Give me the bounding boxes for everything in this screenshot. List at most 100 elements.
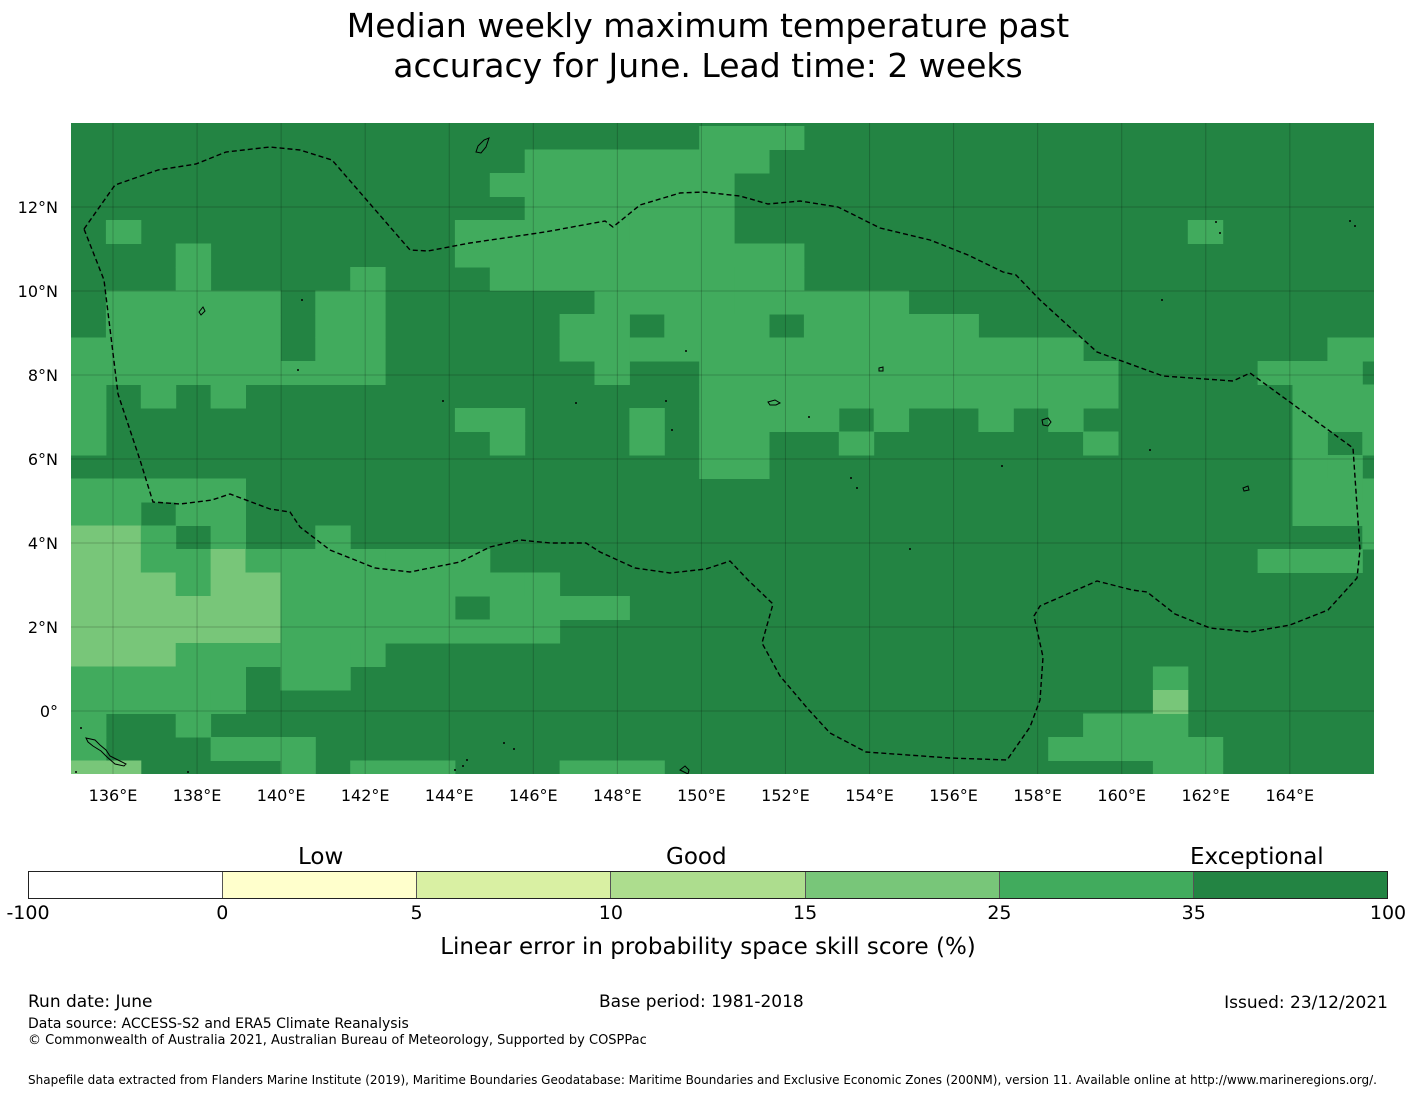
skill-cell <box>280 596 456 620</box>
shapefile-credit: Shapefile data extracted from Flanders M… <box>28 1073 1377 1087</box>
skill-cell <box>559 337 630 362</box>
latitude-label: 4°N <box>28 534 58 553</box>
skill-cell <box>71 361 281 385</box>
skill-cell <box>524 149 595 174</box>
skill-cell <box>71 737 107 761</box>
skill-map: 12°N 10°N 8°N 6°N 4°N 2°N 0° 136°E 138°E 140°E 14… <box>18 123 1374 805</box>
skill-cell <box>210 737 316 761</box>
latitude-label: 12°N <box>18 198 58 217</box>
skill-cell <box>175 267 212 291</box>
longitude-label: 140°E <box>257 786 306 805</box>
skill-grid-cells <box>71 126 1374 774</box>
longitude-label: 144°E <box>425 786 474 805</box>
skill-cell <box>489 596 630 620</box>
skill-cell <box>1048 408 1084 432</box>
title-line-2: accuracy for June. Lead time: 2 weeks <box>393 46 1023 85</box>
skill-cell <box>175 713 212 738</box>
skill-cell <box>71 690 212 714</box>
skill-cell <box>1083 713 1189 738</box>
skill-cell <box>1292 431 1328 456</box>
legend-tick-label: -100 <box>6 902 50 924</box>
skill-cell <box>385 549 491 573</box>
skill-cell <box>71 502 142 526</box>
issued-date: Issued: 23/12/2021 <box>1224 993 1388 1013</box>
skill-cell <box>1362 478 1374 503</box>
legend-color-segment <box>1193 872 1387 898</box>
legend-category-good: Good <box>666 844 727 870</box>
skill-cell <box>175 502 246 526</box>
skill-cell <box>350 760 456 774</box>
longitude-label: 146°E <box>509 786 558 805</box>
latitude-labels: 12°N 10°N 8°N 6°N 4°N 2°N 0° <box>18 198 58 721</box>
latitude-label: 8°N <box>28 366 58 385</box>
skill-cell <box>315 290 386 315</box>
legend-color-segment <box>805 872 1000 898</box>
skill-cell <box>1152 666 1189 691</box>
latitude-label: 10°N <box>18 282 58 301</box>
skill-cell <box>594 290 735 315</box>
skill-cell <box>315 525 351 550</box>
eez-boundary <box>83 146 1361 761</box>
skill-cell <box>873 408 910 432</box>
skill-cell <box>105 314 281 338</box>
skill-cell <box>699 243 805 268</box>
skill-cell <box>454 408 526 432</box>
skill-cell <box>210 690 246 714</box>
skill-cell <box>629 337 700 362</box>
island-pohnpei <box>767 399 782 406</box>
skill-cell <box>1257 549 1363 573</box>
skill-cell <box>175 243 212 268</box>
latitude-label: 6°N <box>28 450 58 469</box>
skill-cell <box>280 572 526 597</box>
skill-cell <box>1083 431 1119 456</box>
base-period: Base period: 1981-2018 <box>599 992 804 1012</box>
skill-cell <box>71 596 281 620</box>
longitude-label: 160°E <box>1097 786 1146 805</box>
skill-cell <box>140 525 177 550</box>
skill-cell <box>71 478 246 503</box>
skill-cell <box>629 408 665 432</box>
skill-cell <box>280 361 386 385</box>
copyright: © Commonwealth of Australia 2021, Austra… <box>28 1033 647 1048</box>
latitude-label: 0° <box>40 702 58 721</box>
skill-cell <box>280 666 351 691</box>
legend-tick-label: 15 <box>793 902 818 924</box>
skill-cell <box>1292 478 1363 503</box>
island-atoll-1 <box>1242 485 1250 492</box>
longitude-label: 138°E <box>173 786 222 805</box>
skill-cell <box>105 220 142 244</box>
skill-cell <box>350 643 386 667</box>
legend-color-segment <box>223 872 418 898</box>
legend-category-low: Low <box>298 844 344 870</box>
small-islets <box>75 220 1356 773</box>
legend-tick-label: 100 <box>1369 902 1407 924</box>
skill-cell <box>71 384 107 409</box>
skill-cell <box>699 126 805 150</box>
skill-cell <box>1362 431 1374 456</box>
title-line-1: Median weekly maximum temperature past <box>346 6 1070 45</box>
longitude-label: 156°E <box>929 786 978 805</box>
skill-cell <box>629 220 735 244</box>
skill-cell <box>699 431 770 456</box>
island-guam <box>475 137 490 154</box>
skill-cell <box>280 760 316 774</box>
skill-cell <box>71 760 107 774</box>
skill-cell <box>105 290 281 315</box>
skill-cell <box>1292 455 1328 479</box>
skill-cell <box>210 549 246 573</box>
longitude-label: 164°E <box>1266 786 1315 805</box>
skill-cell <box>71 713 107 738</box>
skill-cell <box>489 173 735 197</box>
longitude-label: 154°E <box>845 786 894 805</box>
skill-cell <box>1362 525 1374 550</box>
legend-color-segment <box>29 872 224 898</box>
skill-cell <box>803 314 979 338</box>
latitude-label: 2°N <box>28 618 58 637</box>
skill-cell <box>280 619 561 644</box>
island-atoll-4 <box>679 765 690 774</box>
skill-cell <box>210 525 246 550</box>
skill-cell <box>71 431 107 456</box>
skill-cell <box>1048 737 1224 761</box>
skill-cell <box>699 455 770 479</box>
skill-cell <box>1152 690 1189 714</box>
